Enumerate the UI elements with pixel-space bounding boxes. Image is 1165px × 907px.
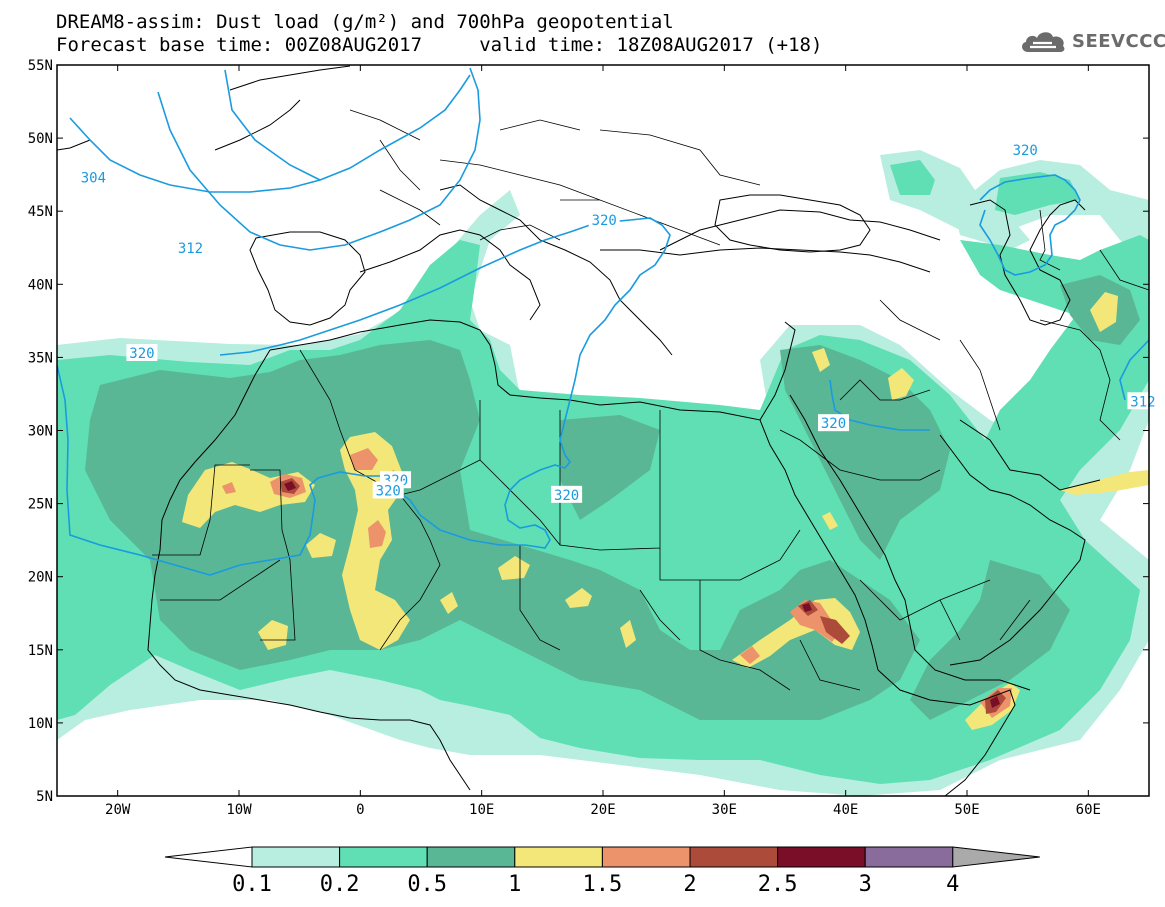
coast-caspian (969, 199, 1086, 326)
lon-tick-label: 0 (356, 802, 364, 818)
contour-label-bg (372, 481, 404, 499)
colorbar-under-triangle (164, 846, 253, 868)
lat-tick-label: 45N (28, 204, 53, 220)
lat-tick-label: 10N (28, 716, 53, 732)
coastlines (57, 65, 1101, 796)
lat-tick-label: 35N (28, 350, 53, 366)
contour-label: 320 (821, 416, 846, 432)
colorbar-over-triangle (952, 846, 1040, 868)
colorbar-label: 0.2 (320, 872, 360, 897)
contour-label-bg (818, 414, 850, 432)
cloud-icon (1022, 32, 1065, 52)
lat-tick-label: 15N (28, 643, 53, 659)
colorbar-label: 1.5 (583, 872, 623, 897)
colorbar-segment (339, 846, 428, 868)
axis-ticks: 20W 10W 0 10E 20E 30E 40E 50E 60E 55N 50N 45N 40N 35N… (28, 58, 1149, 818)
geopotential-contours (57, 67, 1149, 576)
contour-label: 312 (1130, 394, 1155, 410)
colorbar-segment (601, 846, 691, 868)
forecast-time-subtitle: Forecast base time: 00Z08AUG2017 valid t… (56, 34, 823, 56)
contour-label-bg (551, 485, 583, 503)
lon-tick-label: 60E (1076, 802, 1101, 818)
contour-label: 304 (81, 171, 106, 187)
contour-312 (224, 69, 321, 181)
lat-tick-label: 5N (36, 789, 53, 805)
contour-label-bg (1127, 392, 1159, 410)
map-title: DREAM8-assim: Dust load (g/m²) and 700hP… (56, 11, 674, 33)
lat-tick-label: 40N (28, 277, 53, 293)
colorbar-segment (514, 846, 603, 868)
coast-horn-africa (877, 669, 1016, 796)
contour-label: 312 (178, 241, 203, 257)
contour-label: 320 (129, 346, 154, 362)
lon-tick-label: 10W (226, 802, 252, 818)
lon-tick-label: 20W (105, 802, 131, 818)
contour-312-east (1119, 339, 1149, 401)
colorbar-label: 3 (859, 872, 872, 897)
coast-mediterranean-south (269, 319, 796, 421)
lat-tick-label: 50N (28, 131, 53, 147)
lat-tick-label: 55N (28, 58, 53, 74)
contour-label-bg (77, 168, 109, 186)
contour-label: 320 (376, 483, 401, 499)
lon-tick-label: 20E (590, 802, 615, 818)
lon-tick-label: 10E (469, 802, 494, 818)
colorbar-label: 4 (946, 872, 959, 897)
contour-label-bg (126, 344, 158, 362)
colorbar-segment (777, 846, 866, 868)
colorbar: 0.1 0.2 0.5 1 1.5 2 2.5 3 4 (164, 846, 1040, 897)
colorbar-segment (251, 846, 341, 868)
dust-level-2.5 (284, 481, 1000, 708)
coast-europe (57, 65, 941, 356)
coast-africa-west (147, 349, 471, 791)
lat-tick-label: 25N (28, 497, 53, 513)
contour-320-west (57, 217, 671, 576)
contour-label-bg (174, 238, 206, 256)
dust-field (57, 150, 1149, 796)
contour-label: 320 (1013, 143, 1038, 159)
contour-label: 320 (592, 213, 617, 229)
contour-label-bg (588, 210, 620, 228)
lat-tick-label: 20N (28, 570, 53, 586)
country-borders (152, 109, 1149, 691)
lon-tick-label: 30E (712, 802, 737, 818)
colorbar-segment (864, 846, 954, 868)
seevccc-logo: SEEVCCC (1018, 28, 1165, 54)
coast-black-sea (714, 194, 871, 253)
colorbar-label: 2 (683, 872, 696, 897)
colorbar-label: 2.5 (758, 872, 798, 897)
contour-304 (69, 74, 471, 193)
colorbar-label: 0.1 (232, 872, 272, 897)
colorbar-label: 0.5 (407, 872, 447, 897)
contour-320-caspian (979, 174, 1081, 276)
lon-tick-label: 40E (833, 802, 858, 818)
logo-text: SEEVCCC (1072, 30, 1165, 52)
colorbar-segment (426, 846, 516, 868)
lat-tick-label: 30N (28, 424, 53, 440)
colorbar-segment (689, 846, 779, 868)
lon-tick-label: 50E (954, 802, 979, 818)
coast-arabia-gulf (939, 419, 1101, 666)
colorbar-label: 1 (508, 872, 521, 897)
contour-304-b (157, 67, 481, 251)
contour-label-bg (1009, 140, 1041, 158)
contour-320-east (829, 379, 930, 431)
contour-label: 320 (554, 488, 579, 504)
